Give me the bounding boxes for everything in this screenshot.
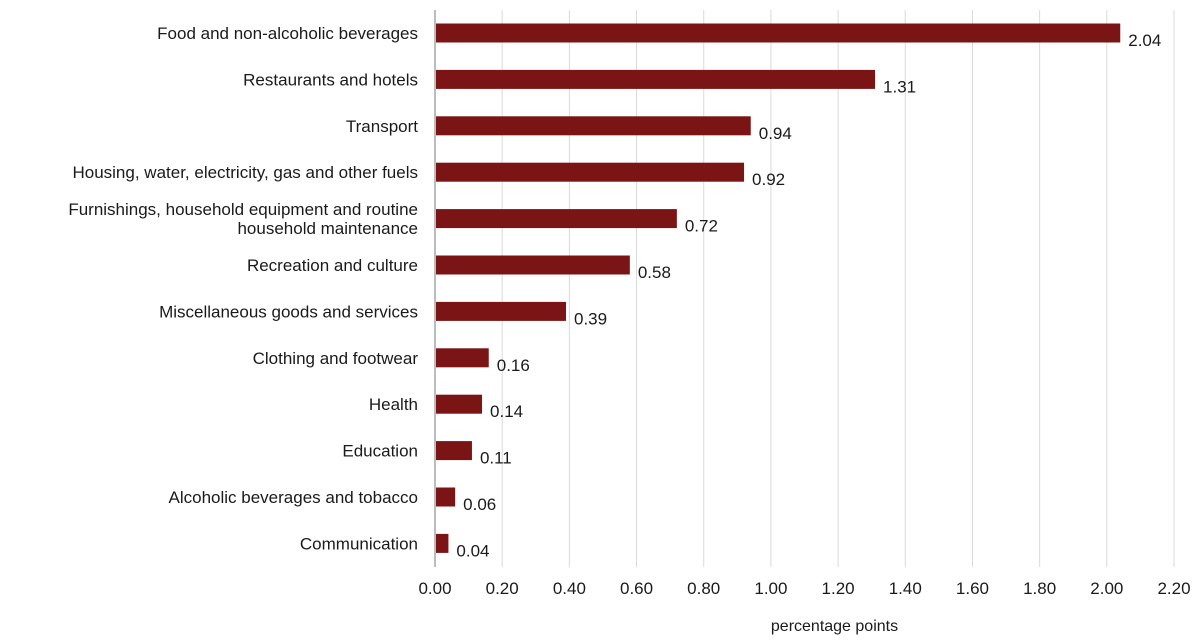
bar bbox=[436, 23, 1121, 43]
bar bbox=[436, 487, 456, 507]
bar bbox=[436, 162, 745, 182]
x-tick-label: 0.20 bbox=[486, 579, 519, 598]
x-tick-label: 0.80 bbox=[687, 579, 720, 598]
category-label: Transport bbox=[346, 117, 418, 136]
x-tick-label: 2.00 bbox=[1090, 579, 1123, 598]
category-label: Restaurants and hotels bbox=[243, 70, 418, 89]
bar bbox=[436, 116, 751, 136]
x-tick-label: 0.40 bbox=[553, 579, 586, 598]
bar bbox=[436, 69, 876, 89]
bar bbox=[436, 301, 567, 321]
bar bbox=[436, 533, 449, 553]
category-label: Education bbox=[342, 442, 418, 461]
bar bbox=[436, 348, 489, 368]
category-label: Miscellaneous goods and services bbox=[159, 302, 418, 321]
category-label: Health bbox=[369, 395, 418, 414]
x-tick-label: 1.20 bbox=[822, 579, 855, 598]
value-label: 2.04 bbox=[1128, 31, 1161, 50]
value-label: 0.58 bbox=[638, 263, 671, 282]
category-labels: Food and non-alcoholic beverages Restaura… bbox=[68, 24, 418, 553]
category-label: Furnishings, household equipment and rou… bbox=[68, 200, 418, 219]
bar bbox=[436, 441, 472, 461]
x-tick-label: 2.20 bbox=[1157, 579, 1190, 598]
x-tick-label: 1.60 bbox=[956, 579, 989, 598]
category-label: Recreation and culture bbox=[247, 256, 418, 275]
category-label: Clothing and footwear bbox=[253, 349, 419, 368]
gridlines bbox=[501, 10, 1175, 567]
category-label: Alcoholic beverages and tobacco bbox=[169, 488, 419, 507]
value-label: 0.11 bbox=[480, 449, 512, 468]
x-tick-label: 0.00 bbox=[418, 579, 451, 598]
bar bbox=[436, 209, 677, 229]
category-label: Food and non-alcoholic beverages bbox=[157, 24, 418, 43]
x-tick-label: 1.80 bbox=[1023, 579, 1056, 598]
value-label: 0.14 bbox=[490, 402, 523, 421]
category-label: Housing, water, electricity, gas and oth… bbox=[72, 163, 418, 182]
value-label: 0.39 bbox=[574, 309, 607, 328]
value-label: 1.31 bbox=[883, 77, 916, 96]
x-tick-label: 1.40 bbox=[889, 579, 922, 598]
value-label: 0.16 bbox=[497, 356, 530, 375]
category-label: Communication bbox=[300, 534, 418, 553]
x-tick-label: 0.60 bbox=[620, 579, 653, 598]
value-labels: 2.04 1.31 0.94 0.92 0.72 0.58 0.39 0.16 0.14 0.11… bbox=[456, 31, 1161, 560]
value-label: 0.94 bbox=[759, 124, 792, 143]
value-label: 0.72 bbox=[685, 217, 718, 236]
value-label: 0.04 bbox=[456, 541, 489, 560]
bar bbox=[436, 394, 483, 414]
x-tick-labels: 0.00 0.20 0.40 0.60 0.80 1.00 1.20 1.40 1.60 1.80… bbox=[418, 579, 1190, 598]
value-label: 0.92 bbox=[752, 170, 785, 189]
value-label: 0.06 bbox=[463, 495, 496, 514]
bars bbox=[436, 23, 1121, 553]
bar bbox=[436, 255, 630, 275]
category-label: household maintenance bbox=[237, 219, 418, 238]
x-axis-title: percentage points bbox=[771, 618, 898, 635]
x-tick-label: 1.00 bbox=[754, 579, 787, 598]
